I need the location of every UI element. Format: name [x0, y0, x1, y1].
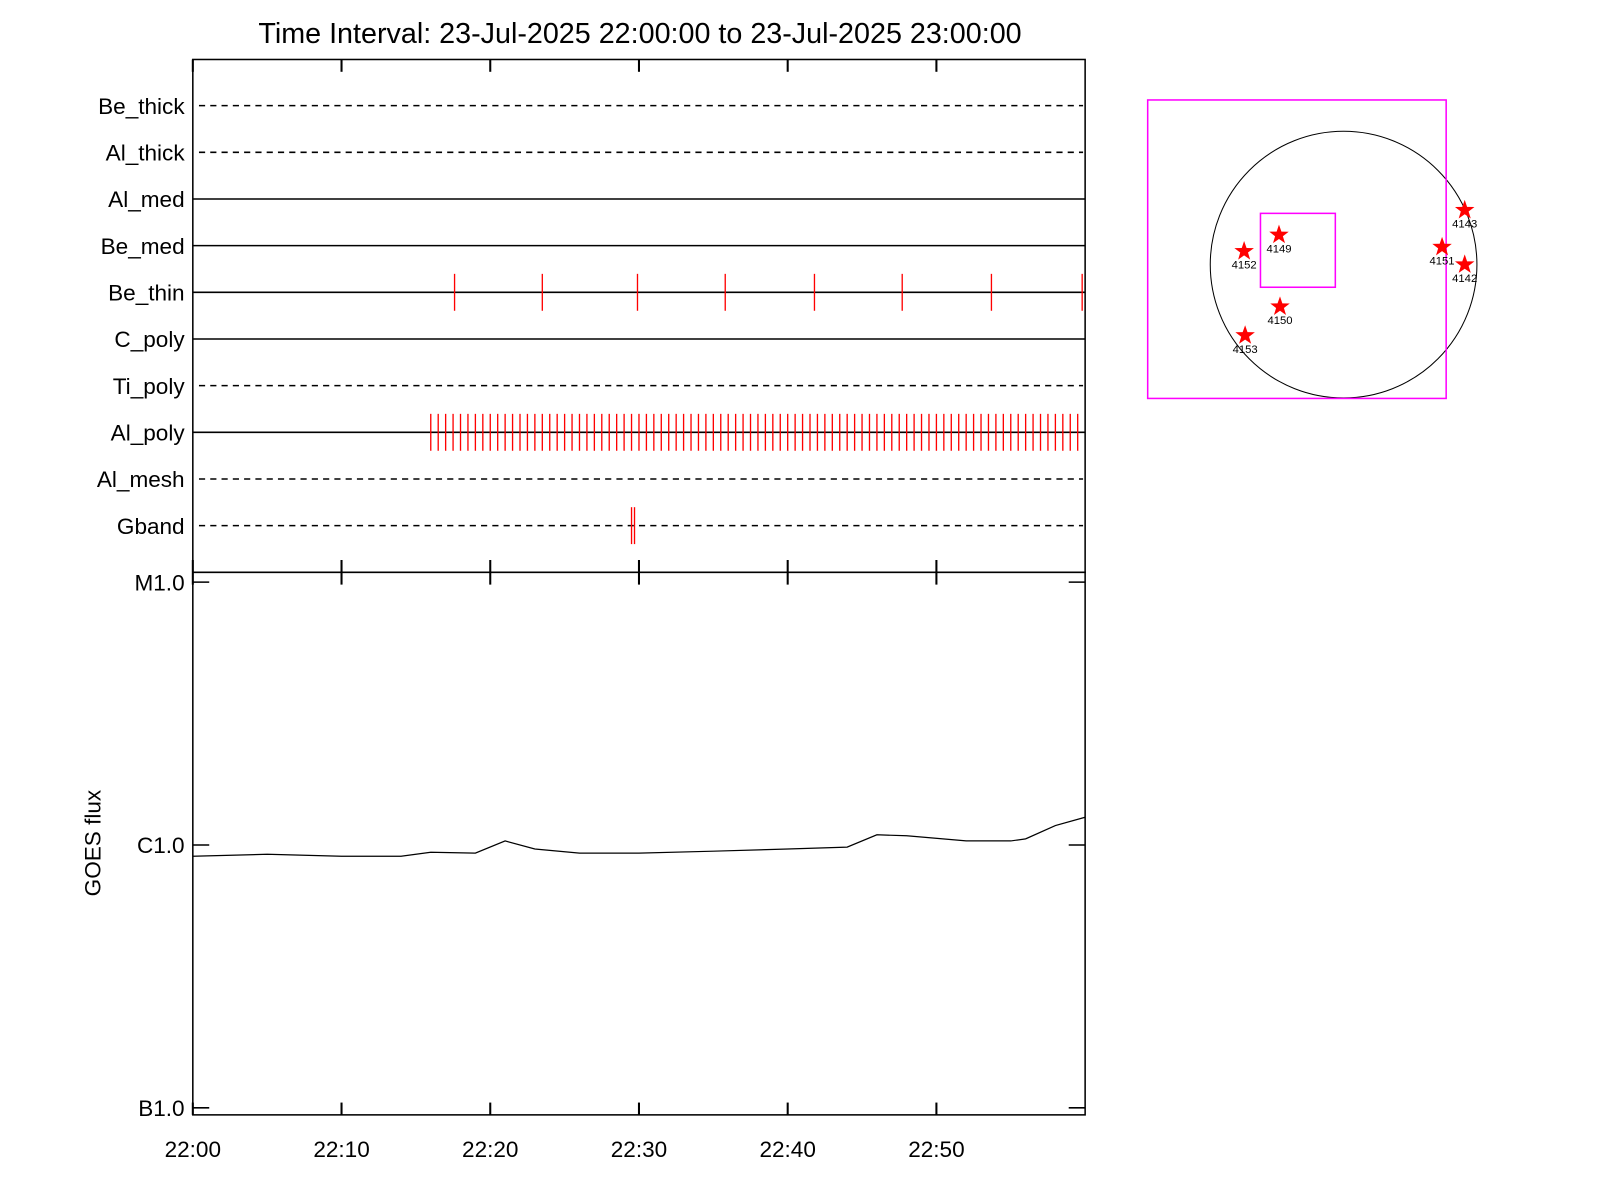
flux-frame [192, 571, 1086, 1116]
x-tick-label: 22:40 [759, 1137, 815, 1162]
y-tick-label: M1.0 [134, 570, 184, 595]
row-label: C_poly [114, 327, 185, 352]
region-label: 4153 [1233, 344, 1258, 356]
region-label: 4142 [1452, 273, 1477, 285]
timeline-frame [192, 58, 1086, 574]
region-star [1270, 296, 1290, 315]
x-tick-label: 22:20 [462, 1137, 518, 1162]
region-star [1269, 224, 1289, 244]
row-label: Be_thin [108, 281, 184, 306]
x-tick-label: 22:10 [313, 1137, 369, 1162]
region-label: 4149 [1266, 243, 1291, 255]
fov-box [1259, 212, 1337, 289]
region-star [1454, 199, 1475, 219]
row-label: Gband [117, 514, 185, 539]
row-label: Al_poly [111, 421, 186, 446]
row-label: Ti_poly [113, 374, 186, 399]
region-star [1432, 236, 1452, 256]
region-label: 4152 [1232, 260, 1257, 272]
y-tick-label: B1.0 [138, 1096, 184, 1121]
region-label: 4143 [1452, 219, 1477, 231]
y-tick-label: C1.0 [137, 833, 185, 858]
region-star [1234, 241, 1254, 260]
region-star [1235, 325, 1255, 344]
row-label: Be_thick [98, 94, 185, 119]
flux-line [192, 816, 1086, 857]
y-axis-label: GOES flux [81, 789, 106, 896]
row-label: Al_thick [106, 141, 186, 166]
row-label: Be_med [101, 234, 185, 259]
region-star [1454, 254, 1475, 273]
chart-title: Time Interval: 23-Jul-2025 22:00:00 to 2… [258, 18, 1021, 50]
region-label: 4151 [1430, 256, 1455, 268]
x-tick-label: 22:30 [611, 1137, 667, 1162]
x-tick-label: 22:50 [908, 1137, 964, 1162]
region-label: 4150 [1267, 315, 1292, 327]
row-label: Al_mesh [97, 467, 185, 492]
row-label: Al_med [108, 187, 184, 212]
x-tick-label: 22:00 [165, 1137, 221, 1162]
